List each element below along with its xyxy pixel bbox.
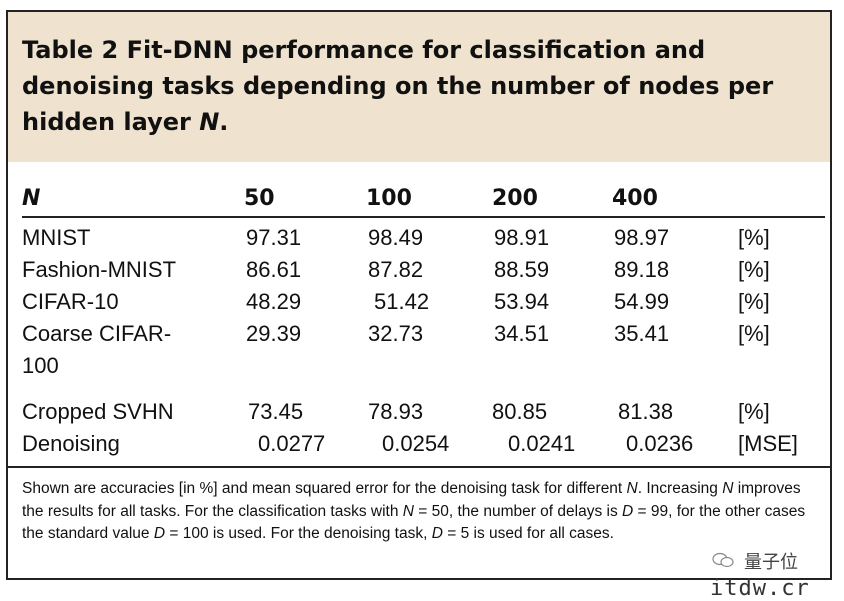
note-variable: D bbox=[431, 525, 443, 542]
cell-unit: [%] bbox=[738, 257, 770, 282]
table-title-variable: N bbox=[199, 108, 220, 136]
note-text: . Increasing bbox=[637, 480, 723, 497]
cell-200: 98.91 bbox=[494, 225, 550, 250]
cell-100: 32.73 bbox=[368, 321, 424, 346]
cell-200: 0.0241 bbox=[508, 431, 576, 456]
note-text: improves the results for all tasks. For … bbox=[22, 480, 801, 520]
note-variable: D bbox=[153, 525, 166, 542]
title-box: Table 2 Fit-DNN performance for classifi… bbox=[8, 12, 830, 162]
note-text: = 100 is used. For the denoising task, bbox=[165, 525, 432, 542]
footer-divider bbox=[8, 466, 830, 468]
row-name: Denoising bbox=[22, 431, 120, 456]
note-variable: N bbox=[626, 480, 638, 497]
cell-unit: [%] bbox=[738, 289, 770, 314]
cell-400: 98.97 bbox=[614, 225, 670, 250]
cell-400: 0.0236 bbox=[626, 431, 694, 456]
row-name: Coarse CIFAR- bbox=[22, 321, 172, 346]
table-title-end: . bbox=[219, 108, 229, 136]
cell-200: 80.85 bbox=[492, 399, 548, 424]
note-text: Shown are accuracies [in %] and mean squ… bbox=[22, 480, 627, 497]
cell-400: 89.18 bbox=[614, 257, 670, 282]
row-name: CIFAR-10 bbox=[22, 289, 119, 314]
cell-100: 51.42 bbox=[374, 289, 430, 314]
cell-100: 98.49 bbox=[368, 225, 424, 250]
cell-unit: [MSE] bbox=[738, 431, 798, 456]
note-text: = 5 is used for all cases. bbox=[442, 525, 614, 542]
cell-50: 86.61 bbox=[246, 257, 302, 282]
cell-100: 78.93 bbox=[368, 399, 424, 424]
table-frame: Table 2 Fit-DNN performance for classifi… bbox=[6, 10, 832, 580]
header-50: 50 bbox=[244, 186, 275, 211]
cell-50: 97.31 bbox=[246, 225, 302, 250]
header-400: 400 bbox=[612, 186, 658, 211]
cell-unit: [%] bbox=[738, 321, 770, 346]
cell-400: 54.99 bbox=[614, 289, 670, 314]
row-name: Fashion-MNIST bbox=[22, 257, 177, 282]
cell-unit: [%] bbox=[738, 399, 770, 424]
cell-50: 73.45 bbox=[248, 399, 304, 424]
note-variable: N bbox=[402, 502, 414, 520]
cell-100: 0.0254 bbox=[382, 431, 450, 456]
cell-400: 81.38 bbox=[618, 399, 674, 424]
cell-unit: [%] bbox=[738, 225, 770, 250]
table-header: N 50 100 200 400 bbox=[22, 182, 825, 218]
cell-50: 29.39 bbox=[246, 321, 302, 346]
watermark-brand: 量子位 bbox=[744, 552, 798, 573]
cell-200: 88.59 bbox=[494, 257, 550, 282]
cell-400: 35.41 bbox=[614, 321, 670, 346]
header-n: N bbox=[22, 186, 41, 211]
cell-50: 48.29 bbox=[246, 289, 302, 314]
note-variable: D bbox=[622, 502, 634, 520]
watermark-site: itdw.cr bbox=[710, 576, 810, 601]
header-200: 200 bbox=[492, 186, 538, 211]
table-footnote: Shown are accuracies [in %] and mean squ… bbox=[22, 478, 812, 546]
wechat-icon bbox=[712, 552, 734, 568]
note-variable: N bbox=[722, 480, 734, 497]
header-100: 100 bbox=[366, 186, 412, 211]
table-title: Table 2 Fit-DNN performance for classifi… bbox=[22, 32, 816, 140]
row-name: Cropped SVHN bbox=[22, 399, 174, 424]
row-name-continued: 100 bbox=[22, 353, 59, 378]
cell-200: 53.94 bbox=[494, 289, 550, 314]
note-text: = 50, the number of delays is bbox=[413, 502, 623, 520]
note-text: = 99, for the other cases the standard v… bbox=[22, 502, 806, 543]
cell-100: 87.82 bbox=[368, 257, 424, 282]
table-label: Table 2 bbox=[22, 36, 119, 64]
table-title-text: Fit-DNN performance for classification a… bbox=[22, 36, 774, 136]
cell-200: 34.51 bbox=[494, 321, 550, 346]
row-name: MNIST bbox=[22, 225, 91, 250]
cell-50: 0.0277 bbox=[258, 431, 326, 456]
